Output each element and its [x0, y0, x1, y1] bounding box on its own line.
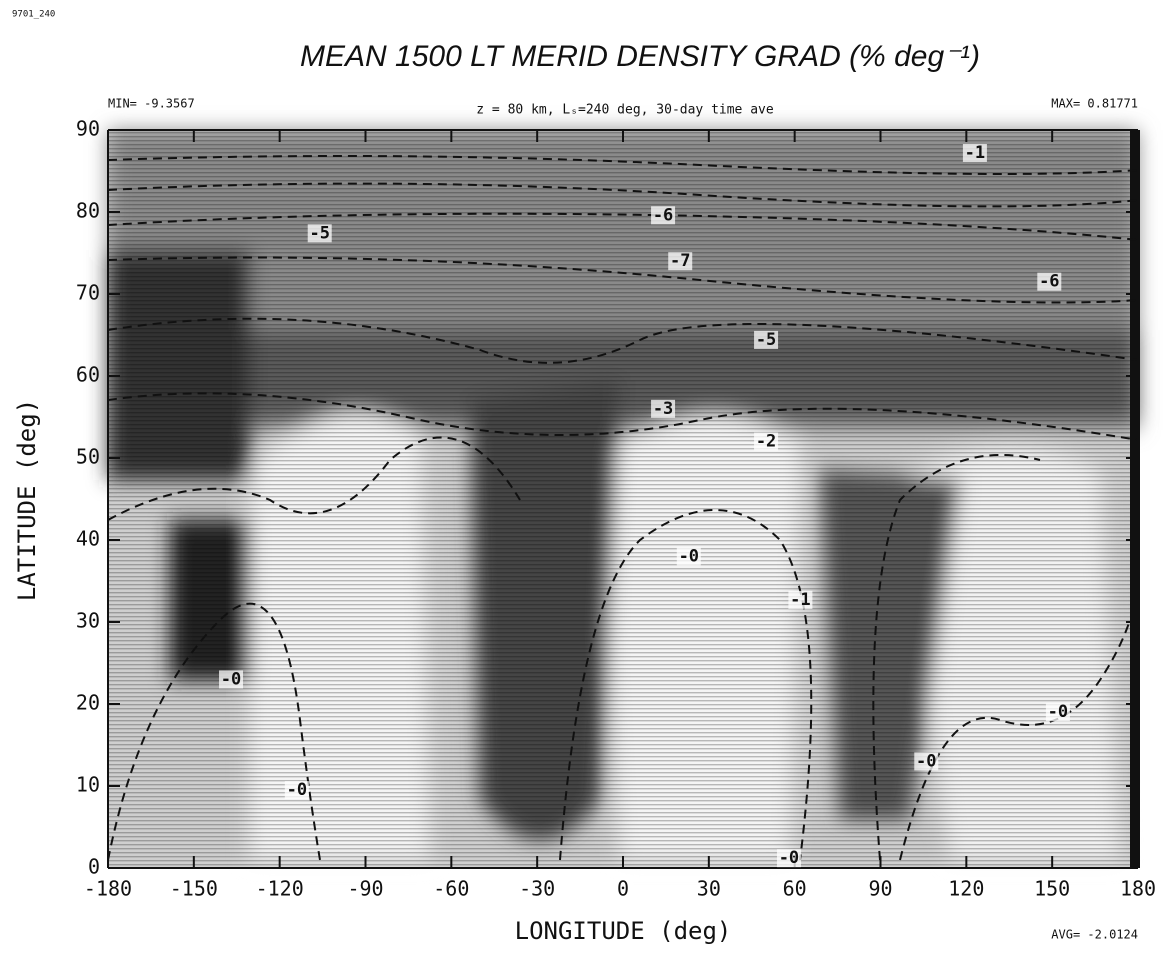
y-tick-label: 90 — [76, 117, 100, 141]
contour-label: -1 — [790, 590, 810, 610]
x-tick-label: 0 — [617, 877, 629, 901]
contour-label-bg — [307, 224, 332, 243]
contour-label-bg — [1045, 703, 1070, 722]
contour-label-bg — [676, 547, 701, 566]
x-tick-label: -90 — [347, 877, 383, 901]
avg-label: AVG= -2.0124 — [1051, 928, 1138, 942]
shading — [108, 130, 1140, 868]
x-tick-label: -30 — [519, 877, 555, 901]
x-tick-label: 90 — [868, 877, 892, 901]
y-tick-label: 40 — [76, 527, 100, 551]
contour-label-bg — [914, 752, 939, 771]
x-tick-label: -180 — [84, 877, 132, 901]
contour-label-bg — [754, 330, 779, 349]
x-tick-label: 180 — [1120, 877, 1156, 901]
contour-label: -2 — [756, 432, 776, 452]
contour-label: -6 — [1039, 272, 1059, 292]
contour-label-bg — [651, 399, 676, 418]
contour-label: -0 — [221, 669, 241, 689]
x-tick-label: 30 — [697, 877, 721, 901]
y-tick-label: 30 — [76, 609, 100, 633]
y-tick-label: 80 — [76, 199, 100, 223]
min-label: MIN= -9.3567 — [108, 97, 195, 111]
y-tick-label: 10 — [76, 773, 100, 797]
file-id: 9701_240 — [12, 10, 55, 20]
y-tick-label: 60 — [76, 363, 100, 387]
contour-label-bg — [1037, 272, 1062, 291]
contour-label: -6 — [653, 205, 673, 225]
chart-title: MEAN 1500 LT MERID DENSITY GRAD (% deg⁻¹… — [300, 40, 980, 73]
x-tick-label: 60 — [783, 877, 807, 901]
contour-label-bg — [962, 143, 987, 162]
contour-label: -0 — [1048, 702, 1068, 722]
contour-label: -1 — [965, 143, 985, 163]
x-tick-label: -150 — [170, 877, 218, 901]
x-tick-label: 150 — [1034, 877, 1070, 901]
contour-label: -0 — [679, 546, 699, 566]
contour-label-bg — [754, 432, 779, 451]
contour-label-bg — [776, 849, 801, 868]
max-label: MAX= 0.81771 — [1051, 97, 1138, 111]
y-tick-label: 20 — [76, 691, 100, 715]
contour-label-bg — [788, 590, 813, 609]
subtitle: z = 80 km, Lₛ=240 deg, 30-day time ave — [476, 103, 774, 118]
contour-label-bg — [668, 252, 693, 271]
x-tick-label: -60 — [433, 877, 469, 901]
x-tick-label: 120 — [948, 877, 984, 901]
x-axis-title: LONGITUDE (deg) — [515, 917, 732, 945]
contours — [107, 155, 1139, 861]
y-tick-label: 70 — [76, 281, 100, 305]
contour-label: -5 — [756, 330, 776, 350]
contour-label: -0 — [779, 848, 799, 868]
contour-label-bg — [284, 781, 309, 800]
contour-label: -0 — [916, 751, 936, 771]
y-tick-label: 50 — [76, 445, 100, 469]
contour-label: -3 — [653, 399, 673, 419]
contour-label-bg — [651, 206, 676, 225]
contour-label: -7 — [670, 251, 690, 271]
y-axis-title: LATITUDE (deg) — [13, 399, 41, 601]
y-tick-label: 0 — [88, 855, 100, 879]
contour-label-bg — [219, 670, 244, 689]
contour-label: -0 — [287, 780, 307, 800]
contour-label: -5 — [309, 223, 329, 243]
x-tick-label: -120 — [256, 877, 304, 901]
